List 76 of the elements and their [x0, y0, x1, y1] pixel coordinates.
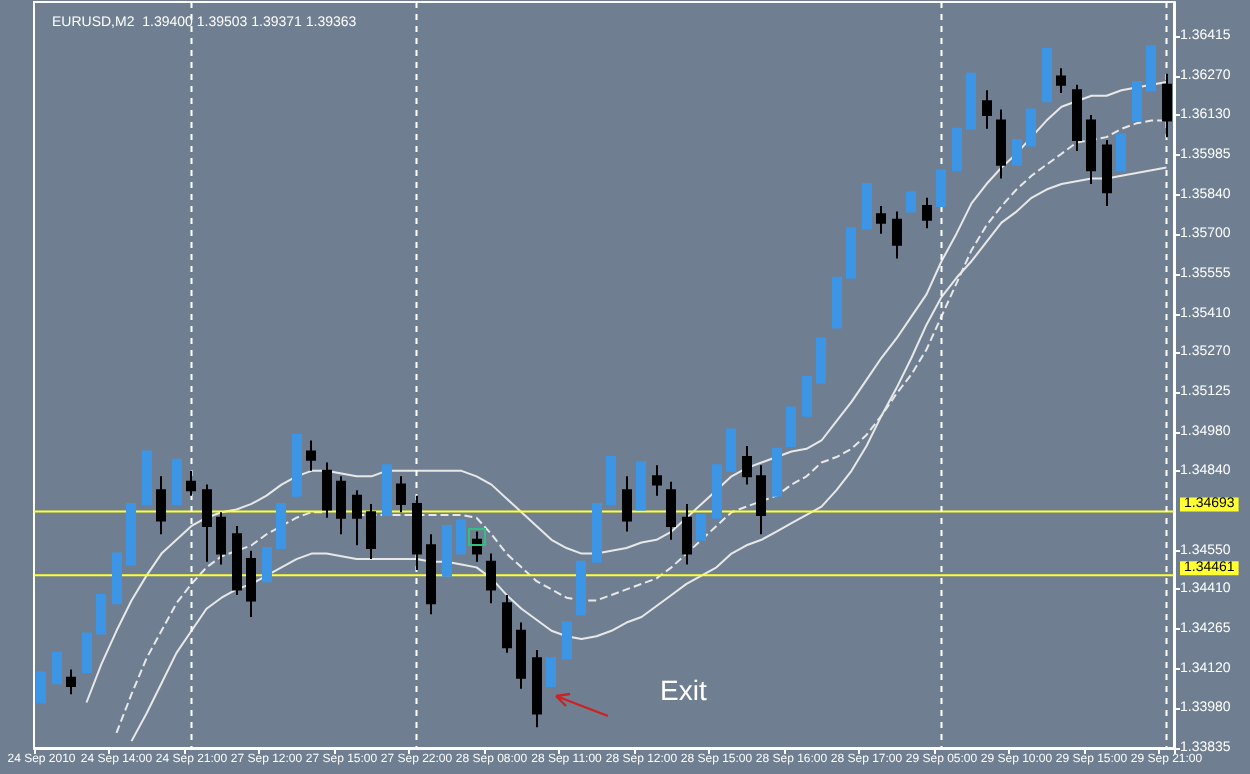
candlestick — [846, 227, 856, 279]
candlestick — [486, 552, 496, 605]
candlestick — [292, 433, 302, 497]
candlestick — [306, 439, 316, 472]
candlestick — [366, 502, 376, 561]
candlestick — [892, 210, 902, 260]
candlestick — [1056, 67, 1066, 95]
candlestick — [562, 621, 572, 660]
candlestick — [862, 183, 872, 230]
candlestick — [216, 511, 226, 566]
candlestick — [382, 464, 392, 516]
candlestick — [966, 72, 976, 130]
candlestick — [426, 533, 436, 616]
candlestick — [952, 127, 962, 172]
candlestick — [936, 169, 946, 208]
candlestick — [246, 549, 256, 618]
candlestick — [112, 552, 122, 605]
candlestick — [232, 524, 242, 596]
candlestick — [816, 337, 826, 384]
candlestick — [276, 502, 286, 550]
candlestick — [712, 464, 722, 519]
candlestick — [922, 196, 932, 230]
candlestick — [606, 456, 616, 505]
candlestick — [396, 475, 406, 514]
candlestick — [622, 475, 632, 533]
candlestick — [412, 494, 422, 572]
candlestick — [1026, 108, 1036, 147]
candlestick — [1116, 133, 1126, 172]
candlestick — [456, 519, 466, 555]
candlestick — [756, 464, 766, 536]
candlestick — [906, 191, 916, 213]
candlestick — [1042, 47, 1052, 103]
candlestick — [186, 469, 196, 497]
candlestick — [786, 406, 796, 448]
candlestick — [772, 447, 782, 497]
candlestick — [742, 445, 752, 486]
candlestick — [1086, 114, 1096, 186]
candlestick — [36, 671, 46, 704]
candlestick — [1012, 138, 1022, 166]
candlestick — [52, 651, 62, 685]
candlestick — [726, 428, 736, 472]
candlestick — [142, 450, 152, 505]
candlestick — [696, 513, 706, 541]
candlestick — [502, 593, 512, 654]
candlestick — [96, 593, 106, 635]
candlestick — [82, 632, 92, 674]
candlestick — [982, 89, 992, 130]
candlestick — [1146, 45, 1156, 92]
candlestick — [262, 547, 272, 583]
candlestick — [546, 657, 556, 687]
candlestick — [516, 621, 526, 690]
candlestick — [352, 489, 362, 547]
candlestick — [876, 205, 886, 235]
candlestick — [832, 276, 842, 329]
candlestick — [156, 475, 166, 536]
candlestick — [652, 464, 662, 497]
candlestick — [682, 502, 692, 566]
candlestick — [1162, 72, 1172, 139]
candlestick — [66, 668, 76, 696]
candlestick — [172, 458, 182, 505]
candlestick — [1102, 138, 1112, 208]
candlestick — [802, 376, 812, 417]
candlestick — [532, 649, 542, 729]
candlestick — [336, 475, 346, 536]
candlestick — [666, 480, 676, 541]
candlestick — [592, 502, 602, 563]
candlestick — [1132, 80, 1142, 122]
candlestick — [126, 502, 136, 566]
candlestick — [202, 483, 212, 563]
candlestick — [442, 524, 452, 577]
candlestick — [322, 461, 332, 519]
candlestick — [996, 108, 1006, 180]
annotation: Exit — [660, 674, 707, 706]
candlestick — [1072, 83, 1082, 152]
candlestick — [576, 560, 586, 616]
candlestick — [636, 461, 646, 511]
